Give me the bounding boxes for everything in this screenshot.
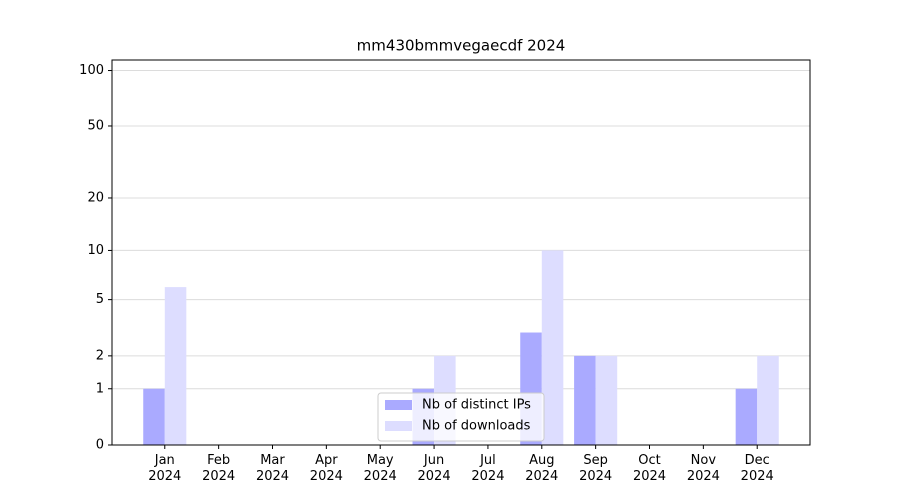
x-tick-label: Jun 2024 (417, 453, 451, 484)
legend-label: Nb of downloads (422, 419, 531, 434)
bar (574, 355, 596, 445)
y-tick-label: 50 (87, 118, 104, 133)
x-tick-label: Jan 2024 (148, 453, 182, 484)
x-tick-label: Sep 2024 (579, 453, 613, 484)
bar (143, 388, 165, 445)
legend-swatch (385, 400, 412, 410)
x-tick-label: Feb 2024 (202, 453, 236, 484)
legend-swatch (385, 421, 412, 431)
x-tick-label: Jul 2024 (471, 453, 505, 484)
x-tick-label: Apr 2024 (309, 453, 343, 484)
x-tick-label: May 2024 (363, 453, 397, 484)
x-tick-label: Aug 2024 (525, 453, 559, 484)
y-tick-label: 20 (87, 190, 104, 205)
y-tick-label: 100 (79, 63, 104, 78)
y-tick-label: 0 (96, 438, 104, 453)
x-tick-label: Dec 2024 (740, 453, 774, 484)
plot-frame (111, 59, 811, 446)
bar (735, 388, 758, 445)
legend-box (377, 392, 545, 442)
y-tick-label: 5 (96, 292, 104, 307)
bar (757, 355, 779, 445)
chart-title: mm430bmmvegaecdf 2024 (357, 37, 566, 55)
x-tick-label: Nov 2024 (686, 453, 720, 484)
bar (595, 355, 618, 445)
legend-label: Nb of distinct IPs (422, 398, 531, 413)
y-tick-label: 10 (87, 243, 104, 258)
y-tick-label: 1 (96, 381, 104, 396)
x-tick-label: Mar 2024 (255, 453, 290, 484)
bar (164, 287, 187, 445)
legend: Nb of distinct IPs Nb of downloads (377, 392, 545, 442)
x-tick-label: Oct 2024 (632, 453, 667, 484)
bar (541, 250, 564, 445)
y-tick-label: 2 (96, 348, 104, 363)
